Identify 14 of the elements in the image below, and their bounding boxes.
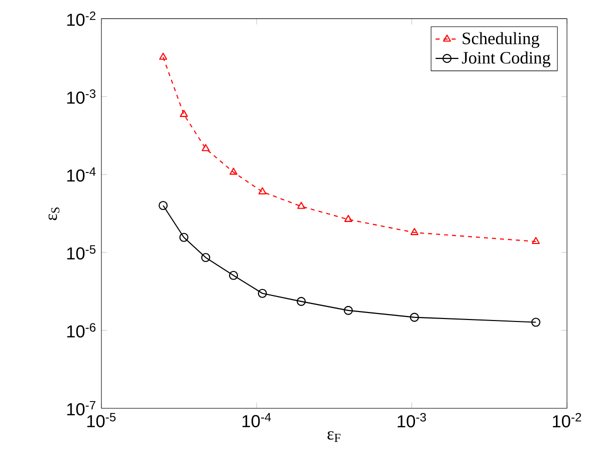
legend-label: Joint Coding (462, 51, 550, 68)
y-tick-label: 10$^{-6}$ (67, 323, 96, 338)
legend-label: Scheduling (462, 32, 540, 48)
x-tick-label: 10$^{-2}$ (552, 412, 582, 428)
x-tick-label: 10$^{-3}$ (398, 412, 426, 428)
y-tick-label: 10$^{-7}$ (67, 401, 96, 416)
x-axis-title: ε$_{F}$ (328, 431, 340, 442)
y-tick-label: 10$^{-4}$ (67, 167, 96, 182)
y-tick-label: 10$^{-5}$ (67, 245, 96, 260)
y-axis-title: ε$_{S}$ (48, 208, 60, 220)
x-tick-label: 10$^{-4}$ (242, 412, 271, 428)
y-tick-label: 10$^{-2}$ (67, 11, 96, 26)
y-tick-label: 10$^{-3}$ (67, 89, 96, 104)
x-tick-label: 10$^{-5}$ (87, 412, 116, 428)
